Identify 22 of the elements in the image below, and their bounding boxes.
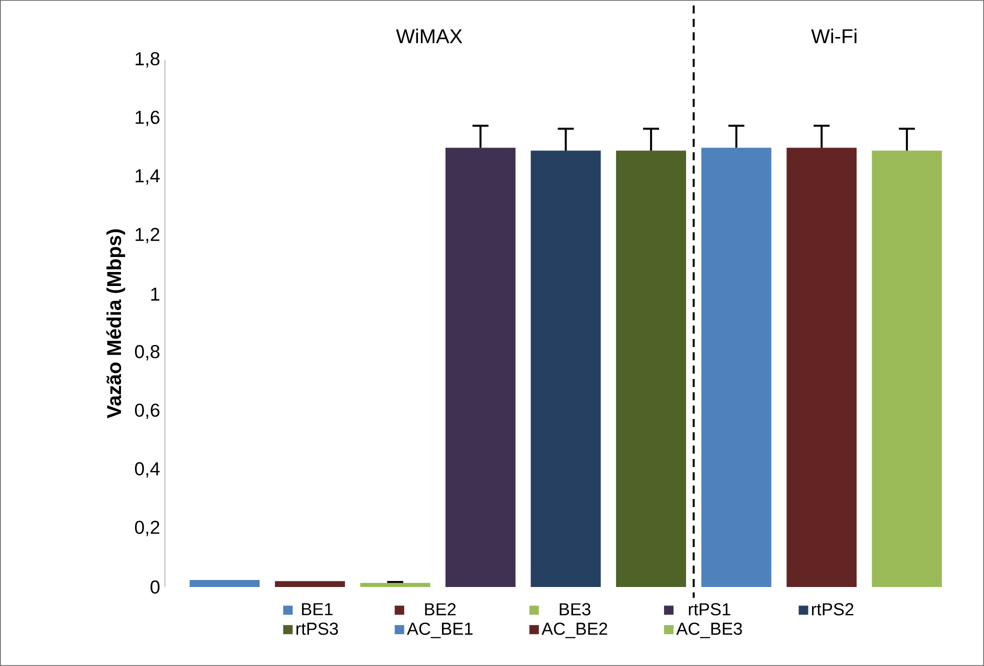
legend-label: rtPS2 — [812, 603, 854, 616]
y-tick-label: 0,6 — [135, 404, 160, 420]
y-tick-label: 0,4 — [135, 462, 160, 478]
legend-label: AC_BE3 — [676, 622, 742, 638]
legend-label: rtPS1 — [688, 603, 730, 616]
y-axis-title: Vazão Média (Mbps) — [106, 229, 126, 418]
legend-label: AC_BE1 — [406, 622, 473, 638]
legend-label: BE3 — [560, 603, 590, 616]
y-tick-label: 1,6 — [136, 110, 160, 126]
text: Wi-Fi — [811, 28, 856, 44]
y-tick-label: 0,8 — [135, 345, 160, 360]
y-tick-label: 1,4 — [136, 169, 160, 185]
y-tick-label: 0,2 — [135, 520, 160, 536]
y-tick-label: 1,2 — [136, 228, 160, 244]
y-tick-label: 0 — [150, 580, 160, 594]
legend-label: AC_BE2 — [542, 622, 608, 638]
y-tick-label: 1 — [151, 288, 160, 301]
text: WiMAX — [396, 28, 462, 44]
legend-label: rtPS3 — [296, 622, 338, 635]
y-tick-label: 1,8 — [136, 52, 160, 68]
legend-label: BE1 — [302, 603, 333, 616]
legend-label: BE2 — [425, 603, 456, 616]
